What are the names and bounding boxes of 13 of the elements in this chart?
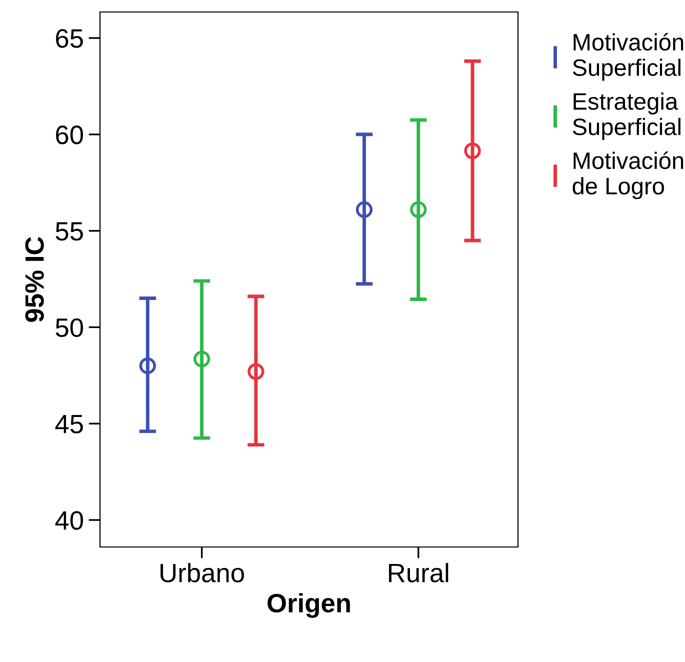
- y-axis-title: 95% IC: [25, 236, 44, 322]
- y-tick-label: 60: [56, 126, 83, 144]
- legend-label: Motivación Superficial: [572, 32, 684, 81]
- x-tick-label: Rural: [389, 562, 448, 582]
- y-tick-label: 40: [55, 511, 83, 530]
- x-axis-title: Origen: [268, 593, 350, 618]
- y-tick-label: 65: [56, 29, 83, 48]
- legend-label: Estrategia Superficial: [572, 92, 680, 140]
- y-tick-label: 45: [55, 415, 83, 434]
- legend-label: Motivación de Logro: [572, 151, 684, 200]
- y-tick-label: 50: [56, 318, 83, 338]
- y-tick-label: 55: [56, 222, 83, 241]
- x-tick-label: Urbano: [160, 562, 244, 582]
